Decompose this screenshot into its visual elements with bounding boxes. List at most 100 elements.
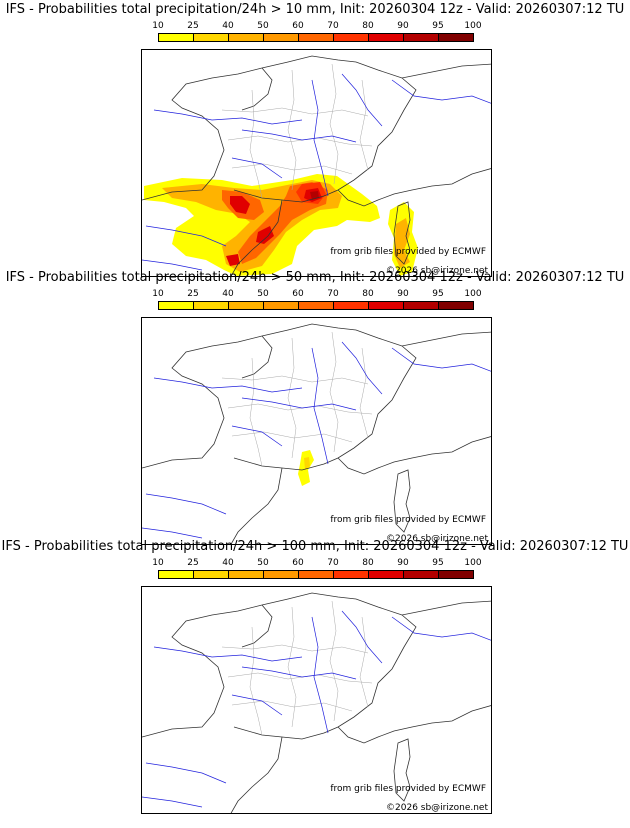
colorbar-swatch (229, 34, 264, 41)
river (391, 347, 491, 372)
colorbar-swatch (264, 571, 299, 578)
coastline (241, 67, 273, 111)
map-canvas (142, 592, 491, 813)
coastline (230, 736, 283, 813)
colorbar-swatch (229, 302, 264, 309)
river (241, 666, 357, 680)
coastline (241, 604, 273, 648)
colorbar-label: 100 (464, 558, 482, 568)
copyright-credit: ©2026 sb@irizone.net (386, 266, 488, 276)
rivers (142, 341, 491, 539)
colorbar-swatch (439, 34, 473, 41)
map-title: IFS - Probabilities total precipitation/… (5, 270, 625, 285)
river (231, 157, 283, 179)
river (311, 79, 329, 197)
colorbar (158, 570, 474, 579)
colorbar-label: 50 (257, 289, 269, 299)
region-border (359, 616, 369, 708)
colorbar-label: 100 (464, 21, 482, 31)
copyright-credit: ©2026 sb@irizone.net (386, 534, 488, 544)
coastline (230, 467, 283, 544)
colorbar-swatch (264, 34, 299, 41)
precip-area (238, 182, 328, 264)
river (153, 109, 303, 125)
colorbar-swatch (334, 302, 369, 309)
source-credit: from grib files provided by ECMWF (330, 784, 486, 794)
colorbar-swatch (194, 302, 229, 309)
map-borders (142, 55, 491, 276)
colorbar-swatch (334, 571, 369, 578)
region-lines (221, 63, 373, 199)
colorbar-label: 40 (222, 558, 234, 568)
region-lines (221, 331, 373, 467)
precip-area (256, 226, 274, 244)
river (145, 493, 227, 515)
colorbar-label: 80 (362, 558, 374, 568)
region-border (249, 89, 263, 199)
river (311, 347, 329, 465)
region-border (231, 700, 353, 712)
colorbar (158, 301, 474, 310)
river (241, 129, 357, 143)
source-credit: from grib files provided by ECMWF (330, 247, 486, 257)
coastline (393, 201, 411, 265)
river (145, 225, 227, 247)
river (153, 646, 303, 662)
coastline (337, 436, 491, 475)
river (231, 425, 283, 447)
river (341, 610, 383, 664)
coastline (393, 469, 411, 533)
river (391, 79, 491, 104)
colorbar-swatch (194, 34, 229, 41)
panel-100mm: IFS - Probabilities total precipitation/… (0, 537, 630, 814)
colorbar-swatch (439, 302, 473, 309)
colorbar-swatch (159, 34, 194, 41)
colorbar-label: 25 (187, 21, 199, 31)
colorbar-swatch (439, 571, 473, 578)
precip-shading (144, 174, 418, 276)
colorbar-label: 70 (327, 558, 339, 568)
colorbar-swatch (369, 302, 404, 309)
colorbar-label: 40 (222, 289, 234, 299)
source-credit: from grib files provided by ECMWF (330, 515, 486, 525)
region-border (231, 163, 353, 175)
precip-shading (298, 450, 314, 486)
panel-50mm: IFS - Probabilities total precipitation/… (0, 268, 630, 545)
precip-area (226, 254, 240, 266)
region-border (287, 337, 297, 459)
colorbar-swatch (264, 302, 299, 309)
river (341, 341, 383, 395)
precip-area (394, 218, 410, 268)
map-title: IFS - Probabilities total precipitation/… (1, 539, 629, 554)
colorbar-label: 10 (152, 558, 164, 568)
colorbar-label: 80 (362, 289, 374, 299)
colorbar-swatch (159, 571, 194, 578)
river (311, 616, 329, 734)
map-borders (142, 592, 491, 813)
precip-map: from grib files provided by ECMWF ©2026 … (141, 49, 492, 277)
region-border (231, 431, 353, 443)
region-border (249, 357, 263, 467)
colorbar-labels: 10 25 40 50 60 70 80 90 95 100 (150, 289, 490, 300)
rivers (142, 610, 491, 808)
region-border (221, 107, 369, 117)
colorbar-label: 60 (292, 21, 304, 31)
map-borders (142, 323, 491, 544)
colorbar-swatch (404, 571, 439, 578)
colorbar-label: 80 (362, 21, 374, 31)
colorbar-label: 50 (257, 558, 269, 568)
region-border (227, 403, 373, 415)
colorbar-label: 10 (152, 21, 164, 31)
region-border (329, 600, 339, 722)
colorbar-swatch (404, 302, 439, 309)
region-border (227, 672, 373, 684)
panel-10mm: IFS - Probabilities total precipitation/… (0, 0, 630, 277)
region-border (287, 69, 297, 191)
river (145, 762, 227, 784)
river (231, 694, 283, 716)
colorbar-label: 70 (327, 289, 339, 299)
colorbar-label: 95 (432, 289, 444, 299)
colorbar-swatch (299, 34, 334, 41)
colorbar-swatch (299, 571, 334, 578)
map-canvas (142, 55, 491, 276)
